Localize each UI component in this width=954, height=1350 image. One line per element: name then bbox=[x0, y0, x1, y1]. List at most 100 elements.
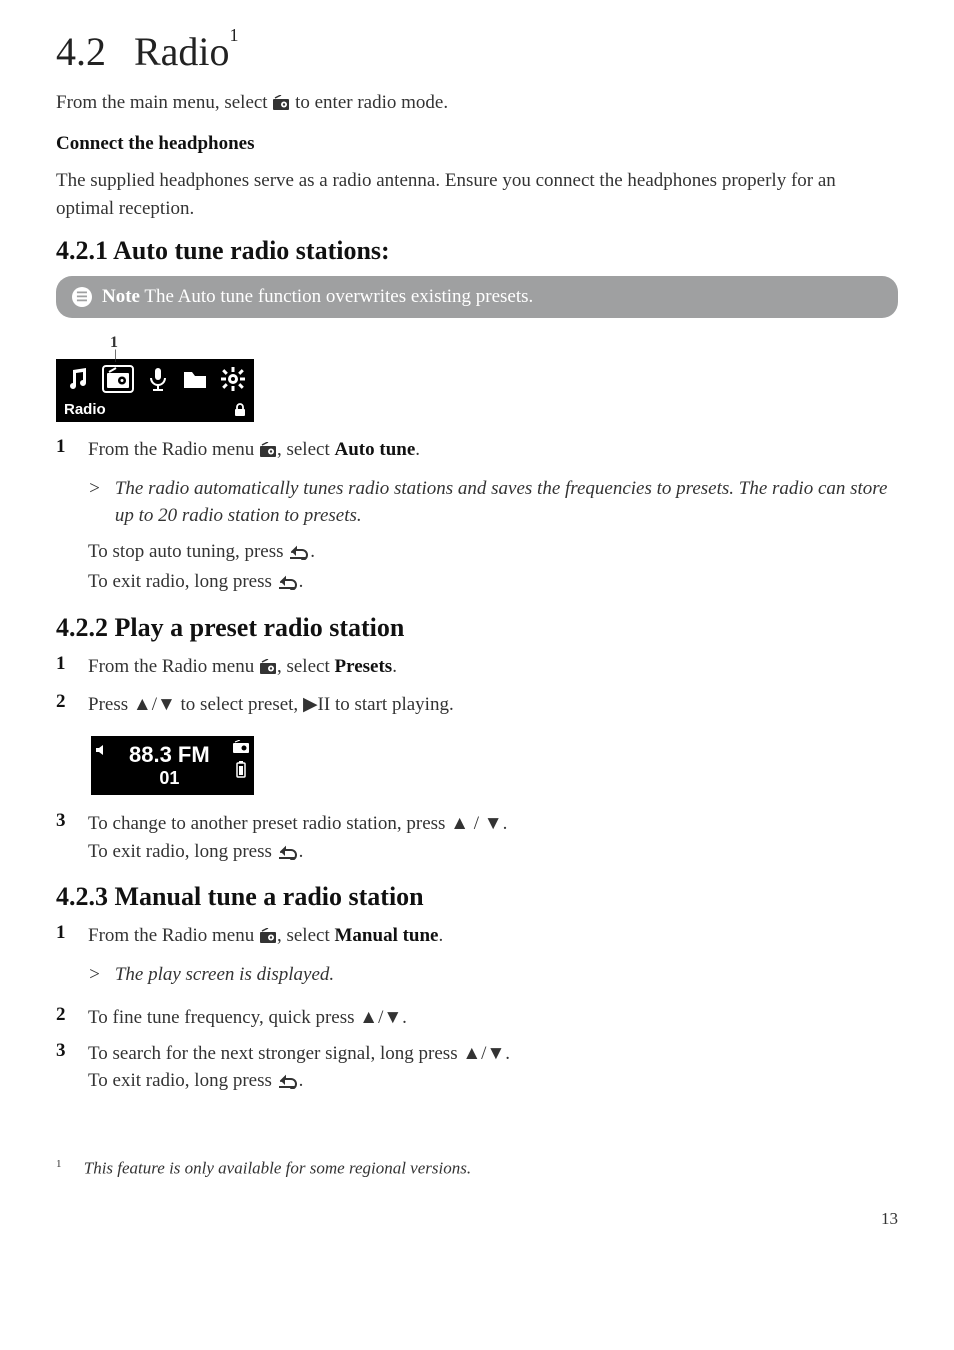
note-box: ☰ Note The Auto tune function overwrites… bbox=[56, 276, 898, 318]
radio-icon bbox=[259, 656, 277, 684]
radio-iconbar bbox=[56, 359, 254, 399]
t: From the Radio menu bbox=[88, 439, 259, 460]
t: To fine tune frequency, quick press bbox=[88, 1007, 359, 1028]
t: . bbox=[439, 925, 444, 946]
section-title-sup: 1 bbox=[230, 25, 239, 45]
figure-callout-tick: | bbox=[114, 352, 254, 359]
step-number: 3 bbox=[56, 810, 70, 868]
t: . bbox=[415, 439, 420, 460]
page-number: 13 bbox=[56, 1209, 898, 1229]
radio-icon bbox=[259, 439, 277, 467]
radio-selected-icon bbox=[102, 365, 134, 393]
folder-icon bbox=[182, 368, 208, 390]
step-number: 2 bbox=[56, 1004, 70, 1032]
t: . bbox=[505, 1043, 510, 1064]
connect-heading: Connect the headphones bbox=[56, 130, 898, 158]
step-body: To fine tune frequency, quick press ▲/▼. bbox=[88, 1004, 898, 1032]
s422-step1: 1 From the Radio menu , select Presets. bbox=[56, 653, 898, 684]
mic-icon bbox=[146, 366, 170, 392]
step-body: From the Radio menu , select Presets. bbox=[88, 653, 898, 684]
radio-label: Radio bbox=[64, 401, 106, 418]
back-icon bbox=[277, 841, 299, 869]
preset-figure: 88.3 FM 01 bbox=[88, 733, 257, 798]
t: . bbox=[310, 541, 315, 562]
down-tri: ▼ bbox=[383, 1007, 402, 1028]
t: . bbox=[299, 1070, 304, 1091]
radio-icon bbox=[259, 925, 277, 953]
s422-step2: 2 Press ▲/▼ to select preset, ▶II to sta… bbox=[56, 691, 898, 719]
note-label: Note bbox=[102, 286, 140, 307]
section-number: 4.2 bbox=[56, 28, 106, 75]
s422-step3: 3 To change to another preset radio stat… bbox=[56, 810, 898, 868]
preset-left bbox=[91, 736, 111, 795]
section-heading: 4.2 Radio1 bbox=[56, 28, 898, 75]
speaker-icon bbox=[95, 744, 107, 756]
note-text: Note The Auto tune function overwrites e… bbox=[102, 286, 533, 308]
step-number: 1 bbox=[56, 922, 70, 996]
down-tri: ▼ bbox=[157, 694, 176, 715]
stop-line: To stop auto tuning, press . bbox=[88, 538, 898, 569]
t: Auto tune bbox=[335, 439, 416, 460]
up-tri: ▲ bbox=[133, 694, 152, 715]
radio-menu-figure: 1 | Radio bbox=[56, 334, 254, 422]
t: To exit radio, long press bbox=[88, 1070, 277, 1091]
gear-icon bbox=[220, 366, 246, 392]
step-body: Press ▲/▼ to select preset, ▶II to start… bbox=[88, 691, 898, 719]
footnote: 1 This feature is only available for som… bbox=[56, 1158, 898, 1179]
radio-small-icon bbox=[232, 740, 250, 754]
s423-step2: 2 To fine tune frequency, quick press ▲/… bbox=[56, 1004, 898, 1032]
t: . bbox=[299, 841, 304, 862]
t: , select bbox=[277, 439, 335, 460]
gt-sym: > bbox=[88, 475, 101, 530]
result-row: > The radio automatically tunes radio st… bbox=[88, 475, 898, 530]
t: Press bbox=[88, 694, 133, 715]
t: From the Radio menu bbox=[88, 925, 259, 946]
up-tri: ▲ bbox=[359, 1007, 378, 1028]
t: . bbox=[299, 571, 304, 592]
exit-line: To exit radio, long press . bbox=[88, 568, 898, 599]
playpause: ▶II bbox=[303, 694, 330, 715]
note-icon: ☰ bbox=[72, 287, 92, 307]
heading-422: 4.2.2 Play a preset radio station bbox=[56, 613, 898, 643]
lock-icon bbox=[234, 403, 246, 417]
figure-callout-num: 1 bbox=[110, 334, 254, 352]
t: From the Radio menu bbox=[88, 656, 259, 677]
step-body: To search for the next stronger signal, … bbox=[88, 1040, 898, 1098]
battery-icon bbox=[235, 760, 247, 778]
t: To stop auto tuning, press bbox=[88, 541, 288, 562]
down-tri: ▼ bbox=[486, 1043, 505, 1064]
t: to select preset, bbox=[176, 694, 303, 715]
heading-421: 4.2.1 Auto tune radio stations: bbox=[56, 236, 898, 266]
t: , select bbox=[277, 656, 335, 677]
footnote-text: This feature is only available for some … bbox=[84, 1159, 471, 1178]
gt-text: The play screen is displayed. bbox=[115, 961, 334, 989]
up-tri: ▲ bbox=[450, 813, 469, 834]
back-icon bbox=[288, 541, 310, 569]
preset-fm: 88.3 FM bbox=[129, 742, 210, 768]
step-body: To change to another preset radio statio… bbox=[88, 810, 898, 868]
section-title-text: Radio bbox=[134, 29, 230, 74]
step-number: 1 bbox=[56, 436, 70, 599]
radio-bottom-bar: Radio bbox=[56, 399, 254, 422]
up-tri: ▲ bbox=[462, 1043, 481, 1064]
note-body: The Auto tune function overwrites existi… bbox=[140, 286, 533, 307]
radio-icon bbox=[272, 92, 290, 120]
step-number: 2 bbox=[56, 691, 70, 719]
t: . bbox=[392, 656, 397, 677]
t: Manual tune bbox=[335, 925, 439, 946]
t: To search for the next stronger signal, … bbox=[88, 1043, 462, 1064]
back-icon bbox=[277, 571, 299, 599]
section-title: Radio1 bbox=[134, 28, 239, 75]
step-body: From the Radio menu , select Auto tune. … bbox=[88, 436, 898, 599]
down-tri: ▼ bbox=[484, 813, 503, 834]
s423-step1: 1 From the Radio menu , select Manual tu… bbox=[56, 922, 898, 996]
back-icon bbox=[277, 1070, 299, 1098]
gt-sym: > bbox=[88, 961, 101, 989]
t: To change to another preset radio statio… bbox=[88, 813, 450, 834]
t: Presets bbox=[335, 656, 393, 677]
heading-423: 4.2.3 Manual tune a radio station bbox=[56, 882, 898, 912]
s421-step1: 1 From the Radio menu , select Auto tune… bbox=[56, 436, 898, 599]
s423-step3: 3 To search for the next stronger signal… bbox=[56, 1040, 898, 1098]
t: to start playing. bbox=[330, 694, 453, 715]
t: . bbox=[402, 1007, 407, 1028]
